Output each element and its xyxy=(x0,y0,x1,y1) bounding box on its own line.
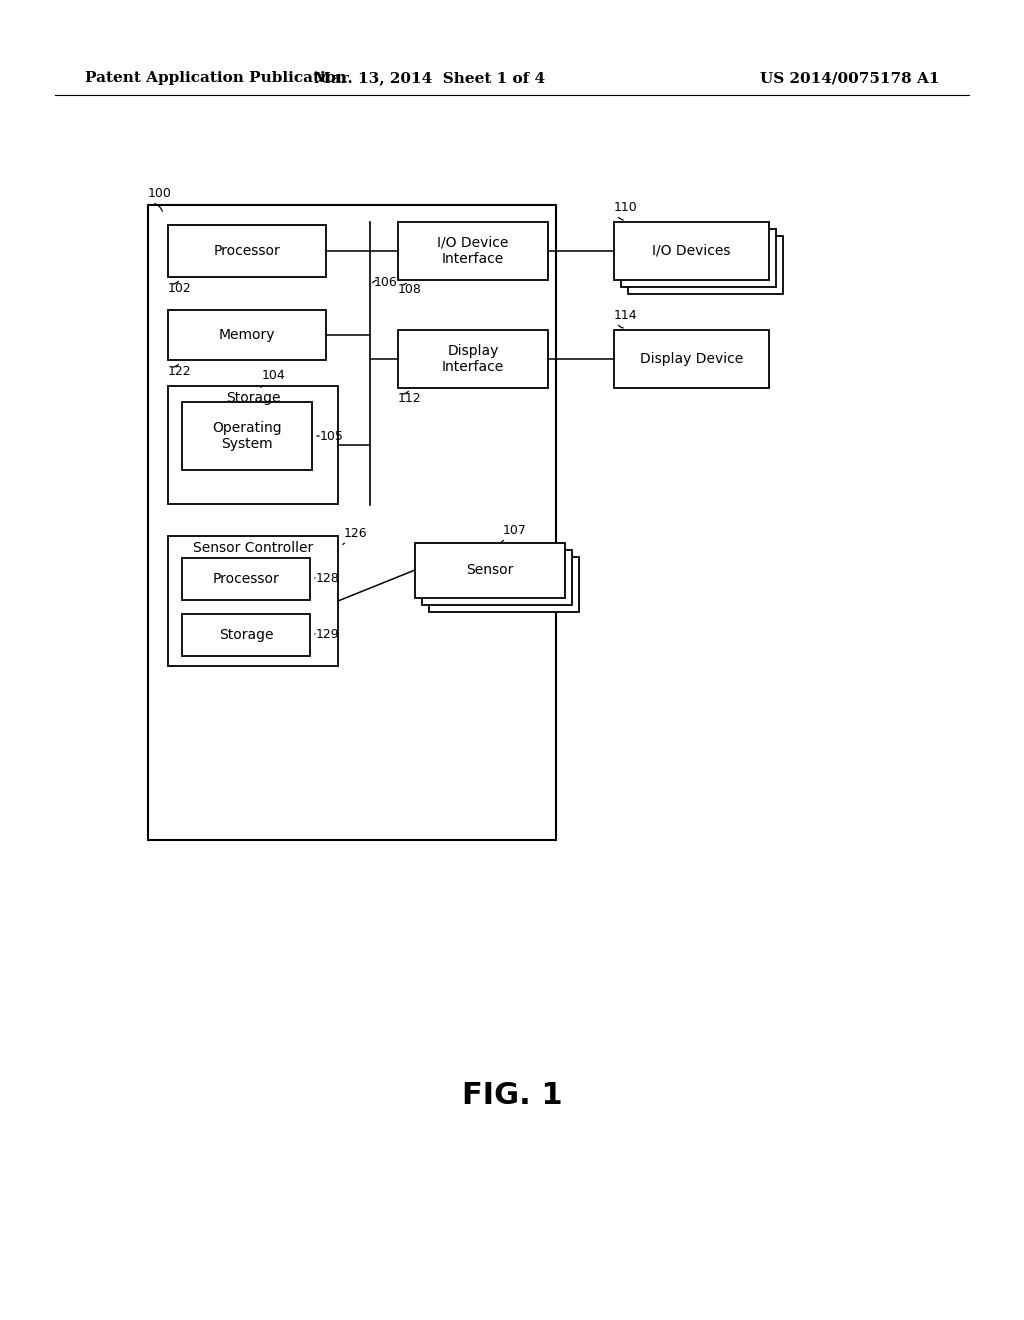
Text: I/O Devices: I/O Devices xyxy=(652,244,731,257)
Text: 106: 106 xyxy=(374,276,397,289)
Bar xyxy=(168,385,338,504)
Bar xyxy=(429,557,579,612)
Text: 102: 102 xyxy=(168,282,191,294)
Text: US 2014/0075178 A1: US 2014/0075178 A1 xyxy=(760,71,939,84)
Text: 110: 110 xyxy=(614,201,638,214)
Text: Memory: Memory xyxy=(219,327,275,342)
Bar xyxy=(422,550,572,605)
Text: 108: 108 xyxy=(398,282,422,296)
Bar xyxy=(628,236,783,294)
Bar xyxy=(168,536,338,667)
Bar xyxy=(398,222,548,280)
Bar xyxy=(614,330,769,388)
Text: Processor: Processor xyxy=(214,244,281,257)
Text: 114: 114 xyxy=(614,309,638,322)
Text: 105: 105 xyxy=(319,429,344,442)
Text: FIG. 1: FIG. 1 xyxy=(462,1081,562,1110)
Bar xyxy=(415,543,565,598)
Text: Processor: Processor xyxy=(213,572,280,586)
Text: Operating
System: Operating System xyxy=(212,421,282,451)
Text: 100: 100 xyxy=(148,187,172,201)
Text: 128: 128 xyxy=(316,572,340,585)
Bar xyxy=(398,330,548,388)
Bar xyxy=(168,224,326,277)
Text: Storage: Storage xyxy=(219,628,273,642)
Text: 112: 112 xyxy=(398,392,422,405)
Text: Display
Interface: Display Interface xyxy=(442,345,504,374)
Text: 104: 104 xyxy=(262,370,286,381)
Text: I/O Device
Interface: I/O Device Interface xyxy=(437,236,509,267)
Text: Storage: Storage xyxy=(225,391,281,405)
Text: 107: 107 xyxy=(503,524,527,537)
Bar xyxy=(168,310,326,360)
Bar xyxy=(614,222,769,280)
Bar xyxy=(182,403,312,470)
Bar xyxy=(621,228,776,286)
Text: 126: 126 xyxy=(344,527,368,540)
Text: Sensor: Sensor xyxy=(466,564,514,578)
Text: Patent Application Publication: Patent Application Publication xyxy=(85,71,347,84)
Text: Mar. 13, 2014  Sheet 1 of 4: Mar. 13, 2014 Sheet 1 of 4 xyxy=(314,71,546,84)
Text: Display Device: Display Device xyxy=(640,352,743,366)
Text: 122: 122 xyxy=(168,366,191,378)
Bar xyxy=(182,614,310,656)
Bar xyxy=(148,205,556,840)
Text: 129: 129 xyxy=(316,627,340,640)
Text: Sensor Controller: Sensor Controller xyxy=(193,541,313,554)
Bar xyxy=(182,558,310,601)
